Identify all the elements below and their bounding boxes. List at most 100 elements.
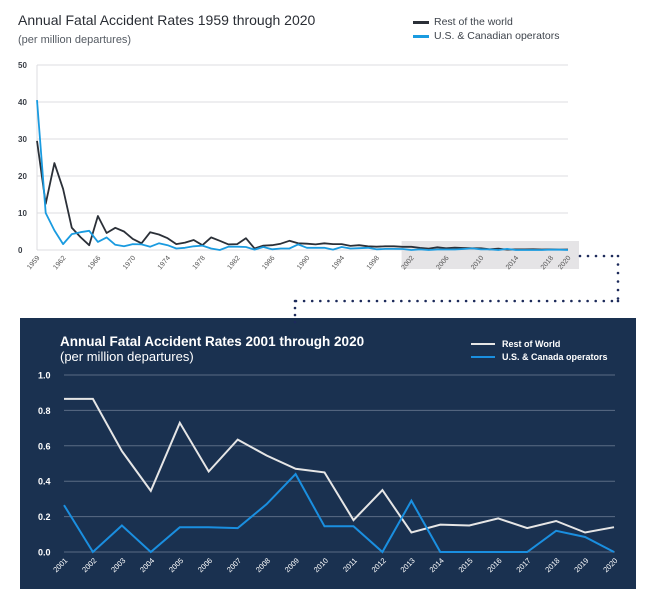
- top-y-tick-label: 50: [18, 61, 27, 70]
- connector-dot: [616, 288, 620, 292]
- connector-dot: [616, 297, 620, 300]
- connector-dot: [616, 280, 620, 283]
- connector-dot: [616, 254, 620, 258]
- bottom-x-tick-label: 2003: [109, 556, 127, 574]
- connector-dot: [602, 254, 606, 258]
- bottom-legend-label-rest: Rest of World: [502, 339, 561, 349]
- connector-dot: [302, 299, 306, 303]
- connector-dot: [545, 299, 549, 303]
- connector-dot: [448, 299, 452, 303]
- top-y-tick-label: 0: [18, 246, 23, 255]
- connector-dot: [616, 271, 620, 275]
- connector-dot: [529, 299, 533, 303]
- bottom-x-tick-label: 2005: [167, 556, 185, 574]
- connector-dot: [586, 254, 590, 258]
- connector-dot: [351, 299, 355, 303]
- bottom-chart-title: Annual Fatal Accident Rates 2001 through…: [60, 334, 365, 349]
- bottom-x-tick-label: 2012: [370, 556, 388, 574]
- top-x-tick-label: 1966: [87, 255, 102, 272]
- connector-dot: [489, 299, 492, 303]
- connector-dot: [293, 320, 297, 324]
- connector-dot: [578, 299, 581, 303]
- connector-dot: [400, 299, 403, 303]
- bottom-legend-swatch-us: [471, 356, 495, 358]
- connector-dot: [610, 299, 614, 303]
- bottom-series-us-line: [63, 472, 615, 554]
- connector-dot: [416, 299, 419, 303]
- connector-dot: [440, 299, 444, 303]
- connector-dot: [424, 299, 427, 303]
- connector-dot: [616, 299, 620, 303]
- bottom-x-tick-label: 2019: [572, 556, 590, 574]
- bottom-series-rest-line: [64, 397, 615, 534]
- connector-dot: [562, 299, 565, 303]
- zoom-highlight-region: [401, 241, 579, 269]
- bottom-x-tick-label: 2009: [283, 556, 301, 574]
- bottom-x-tick-label: 2013: [399, 556, 417, 574]
- bottom-legend-swatch-rest: [471, 343, 495, 345]
- top-chart-subtitle: (per million departures): [18, 34, 132, 46]
- top-x-tick-label: 1962: [52, 255, 67, 272]
- bottom-y-tick-label: 1.0: [38, 371, 51, 381]
- connector-dot: [319, 299, 322, 303]
- bottom-legend-item-rest: Rest of World: [471, 339, 560, 349]
- top-y-tick-label: 10: [18, 209, 27, 218]
- connector-dot: [343, 299, 346, 303]
- connector-dot: [327, 299, 330, 303]
- connector-dot: [383, 299, 387, 303]
- bottom-legend-item-us: U.S. & Canada operators: [471, 352, 608, 362]
- bottom-y-tick-label: 0.2: [38, 512, 51, 522]
- bottom-x-tick-label: 2006: [196, 556, 214, 574]
- bottom-x-tick-label: 2014: [428, 556, 446, 574]
- connector-dot: [594, 299, 597, 303]
- top-legend-swatch-us: [413, 34, 429, 38]
- top-x-tick-label: 1998: [366, 255, 381, 272]
- top-x-tick-label: 1959: [26, 255, 41, 272]
- top-x-tick-label: 1986: [261, 255, 276, 272]
- connector-dot: [293, 306, 297, 310]
- bottom-x-tick-label: 2010: [312, 556, 330, 574]
- top-x-tick-label: 1974: [157, 255, 172, 272]
- top-y-tick-label: 40: [18, 98, 27, 107]
- top-legend-swatch-rest: [413, 20, 429, 24]
- bottom-x-tick-label: 2020: [601, 556, 619, 574]
- bottom-chart-subtitle: (per million departures): [60, 349, 194, 364]
- top-y-tick-label: 20: [18, 172, 27, 181]
- connector-dot: [497, 299, 500, 303]
- connector-dot: [293, 299, 297, 303]
- connector-dot: [481, 299, 484, 303]
- bottom-x-tick-label: 2011: [341, 556, 359, 574]
- bottom-y-tick-label: 0.0: [38, 548, 51, 558]
- connector-dot: [293, 313, 297, 317]
- bottom-x-tick-label: 2007: [225, 556, 243, 574]
- connector-dot: [310, 299, 314, 303]
- bottom-x-tick-label: 2017: [514, 556, 532, 574]
- connector-dot: [553, 299, 557, 303]
- bottom-x-tick-label: 2018: [543, 556, 561, 574]
- connector-dot: [616, 263, 620, 266]
- top-x-tick-label: 1990: [296, 255, 311, 272]
- bottom-y-tick-label: 0.6: [38, 441, 51, 451]
- top-legend-item-rest: Rest of the world: [413, 16, 513, 28]
- connector-dot: [456, 299, 460, 303]
- connector-dot: [521, 299, 525, 303]
- connector-dot: [537, 299, 541, 303]
- top-x-tick-label: 1970: [122, 255, 137, 272]
- connector-dot: [432, 299, 436, 303]
- connector-dot: [586, 299, 589, 303]
- bottom-x-tick-label: 2016: [485, 556, 503, 574]
- connector-dot: [602, 299, 606, 303]
- top-series-rest-line: [36, 140, 569, 251]
- bottom-x-tick-label: 2001: [51, 556, 69, 574]
- connector-dot: [391, 299, 395, 303]
- top-chart-title: Annual Fatal Accident Rates 1959 through…: [18, 12, 316, 28]
- connector-dot: [375, 299, 379, 303]
- connector-dot: [335, 299, 338, 303]
- connector-dot: [472, 299, 476, 303]
- top-legend-label-rest: Rest of the world: [434, 16, 513, 28]
- top-legend-item-us: U.S. & Canadian operators: [413, 30, 560, 42]
- connector-dot: [464, 299, 468, 303]
- top-x-tick-label: 1978: [192, 255, 207, 272]
- connector-dot: [359, 299, 363, 303]
- bottom-x-tick-label: 2004: [138, 556, 156, 574]
